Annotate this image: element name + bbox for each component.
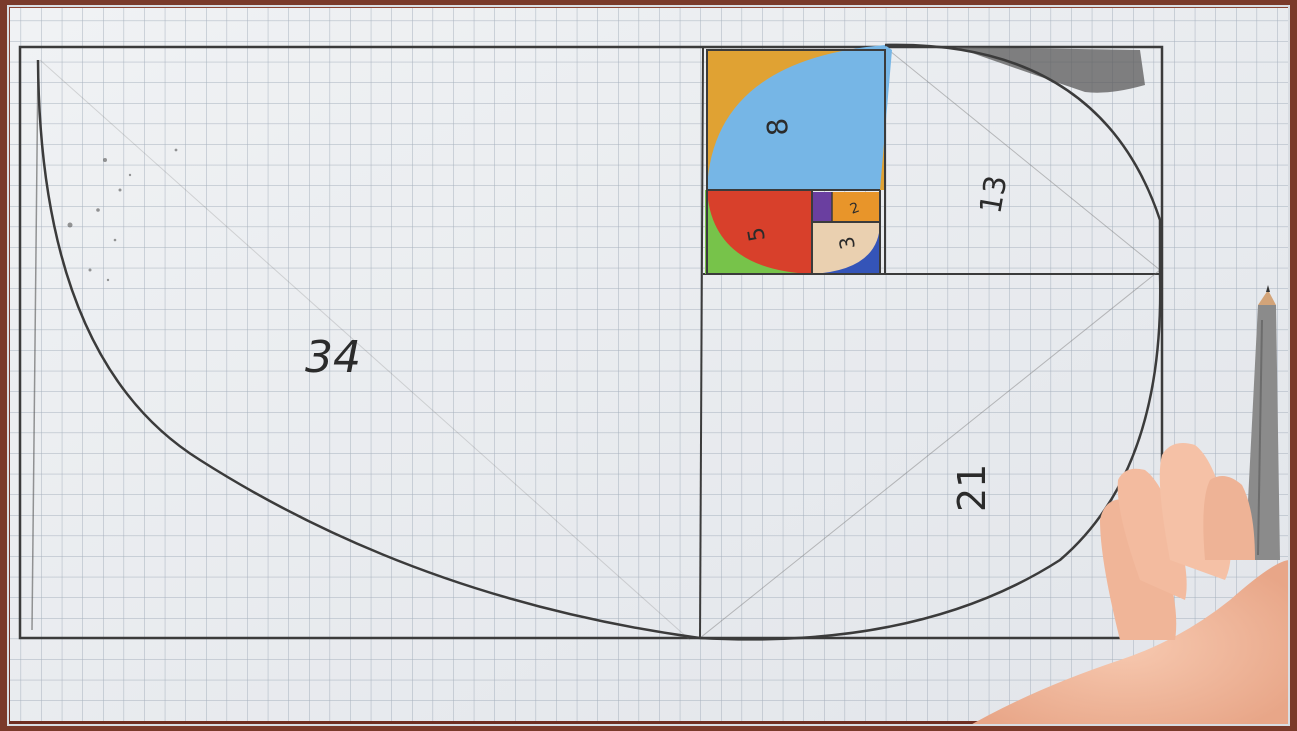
square-3 xyxy=(812,222,880,274)
square-8 xyxy=(707,45,892,190)
label-21: 21 xyxy=(950,464,994,512)
pencil-specks xyxy=(67,148,178,282)
left-inner-line xyxy=(31,59,39,631)
spiral-arc-34 xyxy=(36,59,701,640)
graph-paper-grid xyxy=(10,8,1288,721)
square-2 xyxy=(832,192,880,222)
label-3: 3 xyxy=(834,235,860,252)
square-5 xyxy=(707,190,812,274)
label-8: 8 xyxy=(761,117,795,138)
pencil xyxy=(1245,285,1280,560)
outer-rectangle xyxy=(18,45,1164,640)
divider-34-21 xyxy=(699,46,704,639)
label-13: 13 xyxy=(973,173,1014,217)
spiral-arc-13 xyxy=(884,43,1162,274)
small-squares-group xyxy=(705,45,892,275)
hand xyxy=(960,442,1290,731)
spiral-arc-21 xyxy=(699,273,1162,641)
label-34: 34 xyxy=(305,332,361,383)
label-5: 5 xyxy=(744,225,771,243)
square-purple xyxy=(812,192,832,222)
